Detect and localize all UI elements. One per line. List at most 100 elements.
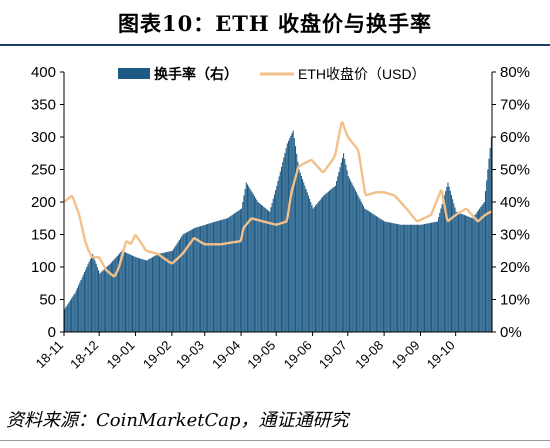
turnover-bar <box>405 224 407 332</box>
right-axis-tick-label: 40% <box>500 194 530 211</box>
turnover-bar <box>379 218 381 332</box>
turnover-bar <box>189 230 191 332</box>
turnover-bar <box>357 194 359 332</box>
turnover-bar <box>124 252 127 333</box>
turnover-bar <box>141 259 143 332</box>
x-axis-tick-label: 19-09 <box>388 338 422 372</box>
turnover-bar <box>433 222 435 332</box>
turnover-bar <box>117 254 119 332</box>
turnover-bar <box>448 186 450 332</box>
turnover-bar <box>121 250 123 332</box>
turnover-bar <box>336 181 338 332</box>
turnover-bar <box>258 202 260 332</box>
turnover-bar <box>421 224 423 332</box>
legend-label-turnover: 换手率（右） <box>154 66 238 82</box>
turnover-bar <box>235 212 237 332</box>
turnover-bar <box>83 272 85 332</box>
turnover-bar <box>414 224 416 332</box>
turnover-bar <box>173 248 175 332</box>
turnover-bar <box>259 203 261 332</box>
turnover-bar <box>309 198 311 332</box>
turnover-bar <box>92 254 94 332</box>
turnover-bar <box>285 148 287 332</box>
turnover-bar <box>244 189 246 332</box>
turnover-bar <box>477 210 479 333</box>
turnover-bar <box>447 182 449 332</box>
turnover-bar <box>489 147 491 332</box>
turnover-bar <box>203 225 205 332</box>
turnover-bar <box>224 218 226 332</box>
right-axis-tick-label: 50% <box>500 162 530 179</box>
turnover-bar <box>347 176 349 332</box>
turnover-bar <box>371 213 373 332</box>
turnover-bar <box>153 256 155 332</box>
turnover-bar <box>467 216 469 332</box>
turnover-bar <box>318 201 320 332</box>
turnover-bar <box>484 191 487 332</box>
turnover-bar <box>72 296 74 332</box>
turnover-bar <box>378 217 380 332</box>
turnover-bar <box>283 157 285 332</box>
turnover-bar <box>415 224 417 332</box>
turnover-bar <box>160 253 162 332</box>
turnover-bar <box>306 192 308 332</box>
figure-title: 图表10：ETH 收盘价与换手率 <box>117 11 432 36</box>
turnover-bar <box>470 217 472 332</box>
turnover-bar <box>195 227 197 332</box>
turnover-bar <box>460 213 462 332</box>
bottom-divider <box>0 440 550 441</box>
turnover-bar <box>264 207 266 332</box>
turnover-bar <box>128 254 130 332</box>
turnover-bar <box>87 264 89 332</box>
turnover-bar <box>317 202 319 332</box>
turnover-bar <box>479 208 481 332</box>
turnover-bar <box>370 212 372 332</box>
turnover-bar <box>215 221 217 332</box>
turnover-bar <box>181 236 183 332</box>
turnover-bar <box>276 185 278 332</box>
turnover-bar <box>207 224 209 332</box>
turnover-bar <box>209 223 211 332</box>
turnover-bar <box>372 213 374 332</box>
turnover-bar <box>323 195 325 332</box>
turnover-bar <box>162 252 164 332</box>
turnover-bar <box>105 268 107 332</box>
turnover-bar <box>344 158 346 332</box>
turnover-bar <box>412 224 414 332</box>
turnover-bar <box>329 190 331 333</box>
turnover-bar <box>175 245 177 332</box>
turnover-bar <box>188 231 190 332</box>
turnover-bar <box>157 254 159 332</box>
turnover-bar <box>392 223 394 333</box>
right-axis-tick-label: 20% <box>500 259 530 276</box>
turnover-bar <box>425 223 427 332</box>
chart-container: 0 50 100 150 200 250 300 350 400 0% 10% 20% 30% 40% 50… <box>0 52 550 400</box>
turnover-bar <box>475 213 477 333</box>
turnover-bar <box>89 259 91 332</box>
turnover-bar <box>319 199 321 332</box>
turnover-bar <box>279 171 281 332</box>
turnover-bar <box>81 277 83 332</box>
turnover-bar <box>295 146 297 332</box>
turnover-bars <box>64 130 492 333</box>
turnover-bar <box>248 186 250 332</box>
turnover-bar <box>287 140 290 332</box>
x-axis-tick-label: 19-04 <box>209 338 243 372</box>
turnover-bar <box>98 270 100 332</box>
turnover-bar <box>146 260 148 332</box>
turnover-bar <box>413 224 415 332</box>
turnover-bar <box>440 208 442 332</box>
turnover-bar <box>399 224 401 332</box>
turnover-bar <box>73 294 75 332</box>
turnover-bar <box>312 208 314 332</box>
turnover-bar <box>99 273 101 332</box>
x-axis-tick-label: 19-08 <box>352 338 386 372</box>
turnover-bar <box>374 215 376 332</box>
turnover-bar <box>353 187 355 332</box>
turnover-bar <box>134 256 136 332</box>
turnover-bar <box>450 195 453 332</box>
turnover-bar <box>338 171 340 332</box>
turnover-bar <box>367 210 369 332</box>
chart-svg: 0 50 100 150 200 250 300 350 400 0% 10% 20% 30% 40% 50… <box>31 64 530 372</box>
turnover-bar <box>245 182 247 332</box>
